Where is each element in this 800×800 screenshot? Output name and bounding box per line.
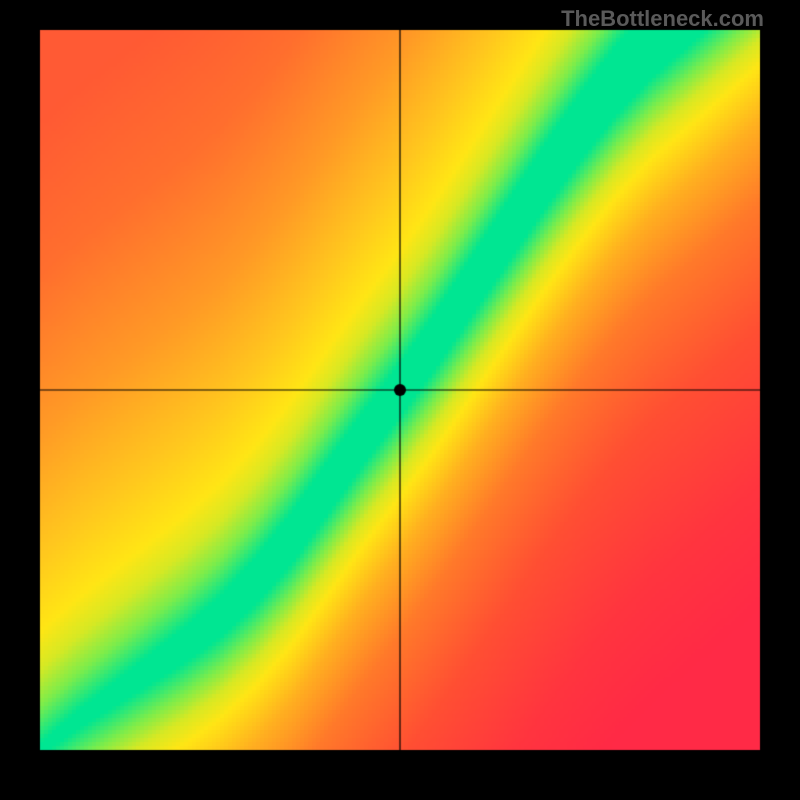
chart-container: TheBottleneck.com (0, 0, 800, 800)
watermark-caption: TheBottleneck.com (561, 6, 764, 32)
gradient-heatmap-canvas (0, 0, 800, 800)
